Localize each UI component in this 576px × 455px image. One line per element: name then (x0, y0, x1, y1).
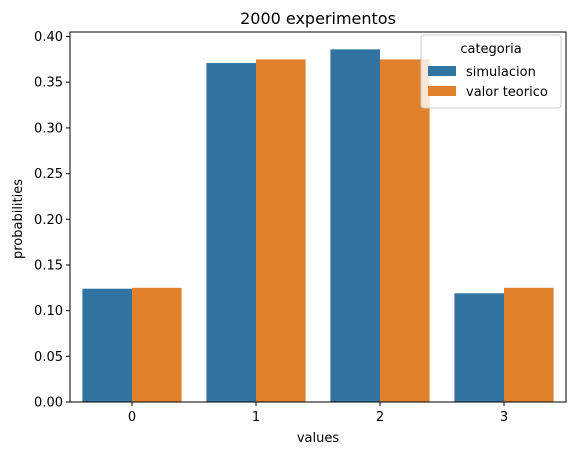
legend: categoria simulacion valor teorico (420, 34, 562, 109)
bars-group (82, 49, 554, 403)
y-tick-label: 0.25 (34, 167, 63, 182)
y-tick-label: 0.30 (34, 121, 63, 136)
y-tick-label: 0.35 (34, 76, 63, 91)
bar-valor-teorico-3 (504, 287, 554, 402)
y-tick-label: 0.40 (34, 30, 63, 45)
y-tick-label: 0.05 (34, 350, 63, 365)
y-tick-label: 0.10 (34, 304, 63, 319)
bar-valor-teorico-2 (380, 59, 430, 402)
axes-group: 0.00 0.05 0.10 0.15 0.20 0.25 0.30 0.35 0.40 0 1 2 3 (34, 30, 567, 425)
x-axis-label: values (297, 431, 340, 446)
bar-simulacion-2 (330, 49, 380, 403)
chart-title: 2000 experimentos (240, 9, 396, 28)
legend-title: categoria (460, 42, 521, 57)
legend-label: valor teorico (466, 85, 548, 100)
y-tick-label: 0.15 (34, 258, 63, 273)
bar-simulacion-0 (82, 288, 132, 402)
y-axis-label: probabilities (11, 179, 26, 259)
x-tick-label: 1 (252, 410, 260, 425)
x-tick-label: 2 (376, 410, 384, 425)
bar-simulacion-1 (206, 63, 256, 403)
plot-frame (69, 31, 567, 403)
bar-valor-teorico-0 (132, 287, 182, 402)
legend-swatch (428, 86, 456, 96)
legend-swatch (428, 66, 456, 76)
legend-label: simulacion (466, 65, 536, 80)
bar-simulacion-3 (454, 293, 504, 402)
x-tick-label: 3 (500, 410, 508, 425)
bar-valor-teorico-1 (256, 59, 306, 402)
y-tick-label: 0.00 (34, 396, 63, 411)
x-tick-label: 0 (128, 410, 136, 425)
y-tick-label: 0.20 (34, 213, 63, 228)
